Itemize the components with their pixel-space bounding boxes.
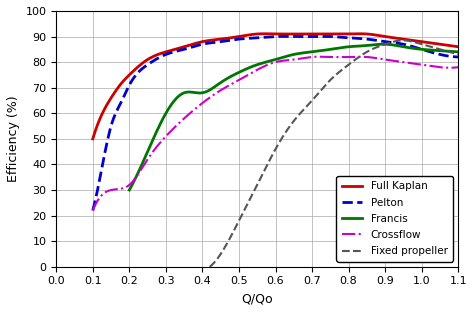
Full Kaplan [306,32,312,36]
Full Kaplan [456,45,461,49]
Pelton [315,35,320,38]
Francis [128,186,133,190]
Pelton [308,35,313,38]
Pelton [90,209,96,212]
Francis [321,48,327,52]
Fixed propeller [355,56,361,60]
Francis [456,50,461,54]
Line: Francis: Francis [129,44,458,190]
Pelton [422,49,428,52]
Pelton [456,55,461,59]
Pelton [309,35,314,38]
Fixed propeller [208,264,213,268]
Fixed propeller [354,56,360,60]
Crossflow [316,55,322,59]
Full Kaplan [314,32,319,36]
Fixed propeller [401,38,406,42]
Y-axis label: Efficiency (%): Efficiency (%) [7,95,20,182]
Line: Crossflow: Crossflow [93,57,458,211]
Line: Pelton: Pelton [93,37,458,211]
Crossflow [91,206,97,209]
Francis [426,48,431,52]
Crossflow [422,63,428,67]
Francis [322,48,328,52]
Pelton [91,204,97,208]
X-axis label: Q/Qo: Q/Qo [241,292,273,305]
Full Kaplan [90,137,96,141]
Full Kaplan [308,32,313,36]
Fixed propeller [433,46,438,50]
Francis [127,188,132,192]
Francis [328,47,334,51]
Fixed propeller [359,53,365,57]
Pelton [279,35,285,38]
Crossflow [314,55,319,59]
Crossflow [306,56,312,59]
Full Kaplan [357,32,363,36]
Line: Fixed propeller: Fixed propeller [210,40,458,267]
Crossflow [90,209,96,212]
Full Kaplan [422,40,428,44]
Legend: Full Kaplan, Pelton, Francis, Crossflow, Fixed propeller: Full Kaplan, Pelton, Francis, Crossflow,… [337,176,453,261]
Fixed propeller [456,52,461,56]
Full Kaplan [399,37,405,41]
Full Kaplan [91,133,97,137]
Francis [381,42,386,46]
Fixed propeller [417,42,423,46]
Line: Full Kaplan: Full Kaplan [93,34,458,139]
Crossflow [456,65,461,69]
Pelton [399,42,405,46]
Crossflow [308,55,313,59]
Fixed propeller [207,265,212,269]
Crossflow [399,60,405,64]
Francis [405,46,410,49]
